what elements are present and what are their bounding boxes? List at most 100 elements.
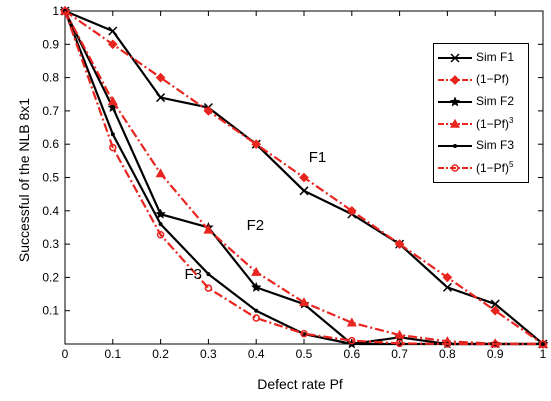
legend-label: Sim F3 (476, 138, 514, 152)
data-point (108, 26, 118, 36)
x-tick-label: 0.9 (487, 347, 504, 361)
y-tick-label: 0.4 (42, 204, 59, 218)
data-point (252, 314, 260, 322)
legend-label: (1−Pf)5 (476, 160, 513, 175)
y-tick-label: 1 (52, 4, 59, 18)
data-point (251, 139, 262, 150)
data-point (348, 336, 356, 345)
legend-item: (1−Pf) (434, 70, 528, 90)
legend-swatch (438, 53, 472, 63)
x-tick-label: 1 (540, 347, 547, 361)
data-point (346, 205, 357, 216)
data-point (490, 305, 501, 316)
data-point (443, 340, 452, 348)
data-point (442, 282, 452, 292)
legend-label-exponent: 5 (509, 160, 514, 169)
series-line (63, 10, 543, 346)
data-point (298, 297, 310, 307)
x-tick-label: 0 (62, 347, 69, 361)
x-axis-label: Defect rate Pf (257, 376, 343, 392)
data-point (250, 281, 262, 292)
x-tick-label: 0.2 (152, 347, 169, 361)
data-point (204, 284, 213, 292)
legend-marker (449, 118, 461, 128)
data-point (155, 72, 166, 83)
legend-marker (450, 53, 460, 63)
legend-label-exponent: 3 (509, 116, 514, 125)
plot-area: 0 0.1 0.2 0.3 0.4 0.5 0.6 0.7 0.8 0.9 1 0.1 0.2 0.3 0.… (42, 4, 549, 361)
data-point (156, 231, 165, 239)
y-tick-label: 0.5 (42, 171, 59, 185)
data-point (107, 39, 118, 50)
legend-item: (1−Pf)3 (434, 114, 528, 134)
x-tick-label: 0.3 (200, 347, 217, 361)
series-line (64, 10, 544, 346)
data-point (109, 143, 117, 152)
y-tick-label: 0.7 (42, 104, 59, 118)
legend-swatch (438, 164, 472, 172)
legend-label-text: (1−Pf) (476, 161, 510, 175)
data-point (541, 342, 545, 346)
legend-marker (453, 144, 457, 148)
data-point (251, 266, 262, 276)
data-point (395, 339, 404, 348)
data-point (110, 132, 115, 137)
data-point (394, 329, 405, 339)
legend-label-text: Sim F2 (476, 94, 515, 108)
data-point (156, 93, 166, 103)
y-tick-label: 0.6 (42, 137, 59, 151)
legend-marker (451, 164, 459, 172)
data-point (61, 7, 69, 15)
legend: Sim F1 (1−Pf) Sim F2 (1−Pf)3 Sim F3 (1−Pf)5 (433, 43, 529, 183)
annotation-f1: F1 (308, 149, 327, 167)
x-tick-label: 0.5 (296, 347, 313, 361)
y-tick-label: 0.9 (42, 37, 59, 51)
data-point (203, 224, 214, 234)
series-2 (60, 6, 548, 349)
x-tick-label: 0.7 (391, 347, 408, 361)
data-point (442, 272, 453, 283)
data-point (300, 329, 308, 338)
legend-item: (1−Pf)5 (434, 158, 528, 178)
data-point (539, 340, 547, 348)
annotation-f2: F2 (246, 217, 265, 235)
y-axis-label: Successful of the NLB 8x1 (16, 97, 32, 263)
series-6 (61, 7, 547, 348)
legend-label-text: Sim F1 (476, 50, 515, 64)
data-point (158, 222, 163, 227)
legend-item: Sim F1 (434, 48, 528, 68)
legend-swatch (438, 96, 472, 107)
legend-label: (1−Pf) (476, 72, 509, 86)
legend-label-text: (1−Pf) (476, 72, 510, 86)
y-tick-label: 0.3 (42, 237, 59, 251)
data-point (206, 272, 211, 277)
data-point (203, 106, 214, 116)
legend-label: Sim F2 (476, 94, 514, 108)
data-point (491, 340, 499, 348)
y-tick-label: 0.1 (42, 304, 59, 318)
legend-item: Sim F2 (434, 92, 528, 112)
annotation-f3: F3 (184, 265, 203, 283)
data-point (299, 172, 309, 183)
legend-marker (450, 75, 460, 85)
legend-swatch (438, 118, 472, 128)
data-point (107, 96, 118, 106)
data-point (155, 208, 166, 219)
x-tick-label: 0.8 (439, 347, 456, 361)
legend-item: Sim F3 (434, 136, 528, 156)
data-point (254, 308, 259, 313)
data-point (155, 168, 166, 178)
y-tick-label: 0.8 (42, 71, 59, 85)
legend-label-text: Sim F3 (476, 138, 515, 152)
legend-label: Sim F1 (476, 50, 514, 64)
legend-swatch (438, 75, 472, 85)
legend-swatch (438, 144, 472, 148)
x-tick-label: 0.4 (248, 347, 265, 361)
x-tick-label: 0.1 (104, 347, 121, 361)
legend-label: (1−Pf)3 (476, 116, 513, 131)
data-point (346, 317, 357, 327)
x-tick-label: 0.6 (343, 347, 360, 361)
data-point (299, 186, 309, 196)
data-point (490, 299, 500, 309)
